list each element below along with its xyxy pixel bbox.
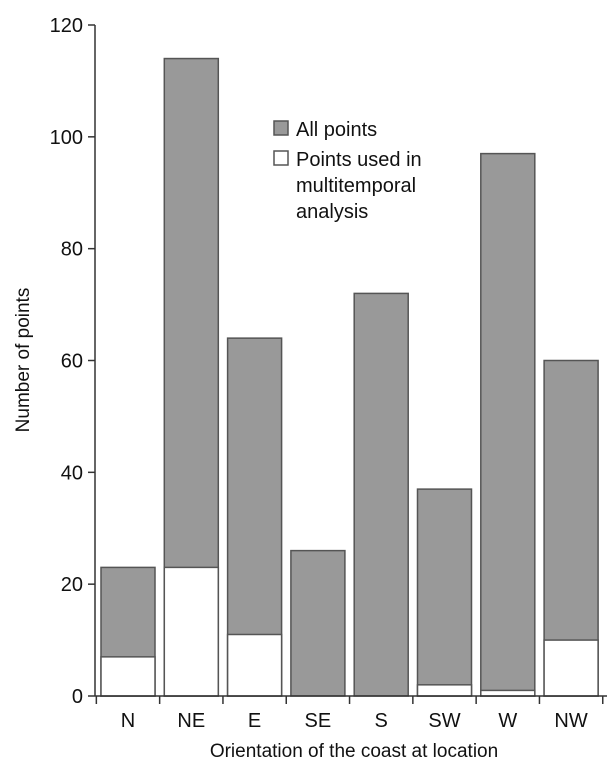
x-tick-label: SE: [305, 710, 332, 732]
legend-swatch-2: [273, 150, 289, 166]
y-tick-label: 100: [50, 127, 83, 149]
bars: [100, 57, 599, 697]
x-axis-ticks: N NE E SE S SW W NW: [95, 696, 604, 732]
bar-all-points-s: [353, 292, 409, 697]
legend-label: All points: [296, 119, 377, 141]
x-tick-label: NE: [177, 710, 205, 732]
x-tick-label: S: [375, 710, 388, 732]
bar-all-points-sw: [416, 488, 473, 697]
bar-used-points-w: [480, 689, 536, 697]
bar-all-points-w: [480, 152, 536, 697]
x-tick-label: N: [121, 710, 135, 732]
bar-all-points-se: [290, 549, 346, 697]
y-tick-label: 40: [61, 462, 83, 484]
x-axis-title: Orientation of the coast at location: [210, 741, 498, 762]
x-tick-label: E: [248, 710, 261, 732]
legend-label: Points used in: [296, 149, 422, 171]
y-tick-label: 80: [61, 239, 83, 261]
bar-used-points-nw: [543, 639, 599, 697]
y-axis-title: Number of points: [13, 288, 34, 433]
bar-used-points-e: [226, 633, 283, 697]
bar-used-points-sw: [416, 684, 473, 697]
y-tick-label: 120: [50, 15, 83, 37]
y-axis-ticks: 0 20 40 60 80 100 120: [50, 15, 95, 708]
legend-label: multitemporal: [296, 175, 416, 197]
x-tick-label: W: [498, 710, 517, 732]
x-tick-label: NW: [554, 710, 587, 732]
y-tick-label: 20: [61, 574, 83, 596]
bar-used-points-ne: [163, 566, 220, 697]
y-tick-label: 0: [72, 686, 83, 708]
legend: All points Points used in multitemporal ana…: [273, 119, 422, 223]
y-tick-label: 60: [61, 351, 83, 373]
legend-swatch-1: [273, 120, 289, 136]
bar-used-points-n: [100, 656, 156, 697]
x-tick-label: SW: [428, 710, 460, 732]
legend-label: analysis: [296, 201, 368, 223]
